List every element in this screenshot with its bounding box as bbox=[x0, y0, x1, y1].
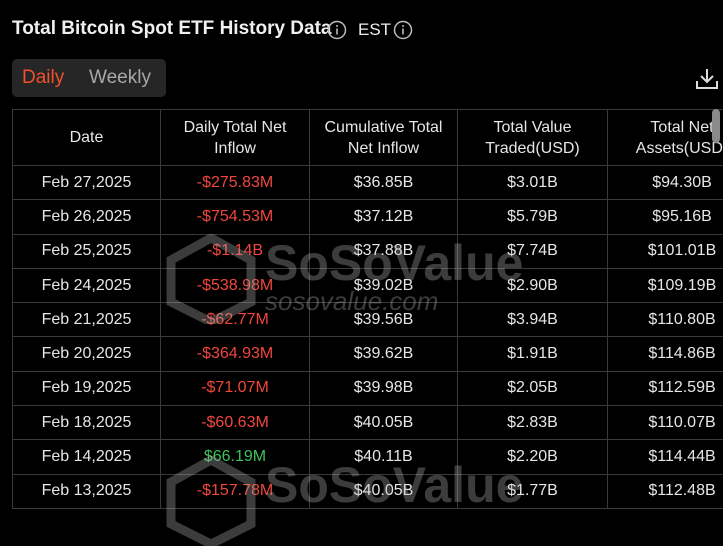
timezone[interactable]: EST bbox=[358, 20, 391, 40]
value-cell: $66.19M bbox=[161, 440, 310, 474]
table-row: Feb 14,2025$66.19M$40.11B$2.20B$114.44B bbox=[13, 440, 723, 474]
value-cell: $110.07B bbox=[608, 406, 723, 440]
value-cell: -$1.14B bbox=[161, 234, 310, 268]
column-header: Cumulative Total Net Inflow bbox=[310, 110, 458, 166]
date-cell: Feb 13,2025 bbox=[13, 474, 161, 508]
date-cell: Feb 26,2025 bbox=[13, 200, 161, 234]
value-cell: $36.85B bbox=[310, 166, 458, 200]
value-cell: $39.62B bbox=[310, 337, 458, 371]
date-cell: Feb 25,2025 bbox=[13, 234, 161, 268]
value-cell: $2.20B bbox=[458, 440, 608, 474]
date-cell: Feb 20,2025 bbox=[13, 337, 161, 371]
value-cell: $2.05B bbox=[458, 371, 608, 405]
value-cell: -$754.53M bbox=[161, 200, 310, 234]
value-cell: $7.74B bbox=[458, 234, 608, 268]
table-row: Feb 21,2025-$62.77M$39.56B$3.94B$110.80B bbox=[13, 303, 723, 337]
page-title: Total Bitcoin Spot ETF History Data bbox=[12, 18, 332, 40]
table-row: Feb 20,2025-$364.93M$39.62B$1.91B$114.86… bbox=[13, 337, 723, 371]
table-row: Feb 26,2025-$754.53M$37.12B$5.79B$95.16B bbox=[13, 200, 723, 234]
value-cell: $3.01B bbox=[458, 166, 608, 200]
value-cell: $39.56B bbox=[310, 303, 458, 337]
value-cell: -$364.93M bbox=[161, 337, 310, 371]
value-cell: $2.83B bbox=[458, 406, 608, 440]
value-cell: $95.16B bbox=[608, 200, 723, 234]
table-row: Feb 25,2025-$1.14B$37.88B$7.74B$101.01B bbox=[13, 234, 723, 268]
scrollbar[interactable] bbox=[712, 109, 720, 143]
value-cell: -$62.77M bbox=[161, 303, 310, 337]
date-cell: Feb 19,2025 bbox=[13, 371, 161, 405]
table-row: Feb 13,2025-$157.78M$40.05B$1.77B$112.48… bbox=[13, 474, 723, 508]
info-icon[interactable] bbox=[327, 20, 347, 40]
info-icon[interactable] bbox=[393, 20, 413, 40]
value-cell: $110.80B bbox=[608, 303, 723, 337]
value-cell: -$538.98M bbox=[161, 268, 310, 302]
value-cell: $37.88B bbox=[310, 234, 458, 268]
value-cell: $40.05B bbox=[310, 406, 458, 440]
date-cell: Feb 18,2025 bbox=[13, 406, 161, 440]
value-cell: $112.59B bbox=[608, 371, 723, 405]
page: Total Bitcoin Spot ETF History Data EST … bbox=[0, 0, 723, 512]
table-row: Feb 27,2025-$275.83M$36.85B$3.01B$94.30B bbox=[13, 166, 723, 200]
value-cell: -$60.63M bbox=[161, 406, 310, 440]
value-cell: $101.01B bbox=[608, 234, 723, 268]
value-cell: $39.02B bbox=[310, 268, 458, 302]
table-row: Feb 18,2025-$60.63M$40.05B$2.83B$110.07B bbox=[13, 406, 723, 440]
value-cell: $40.05B bbox=[310, 474, 458, 508]
value-cell: -$71.07M bbox=[161, 371, 310, 405]
date-cell: Feb 21,2025 bbox=[13, 303, 161, 337]
value-cell: $94.30B bbox=[608, 166, 723, 200]
value-cell: $114.44B bbox=[608, 440, 723, 474]
date-cell: Feb 27,2025 bbox=[13, 166, 161, 200]
tab-bar: Daily Weekly bbox=[12, 59, 166, 97]
value-cell: $109.19B bbox=[608, 268, 723, 302]
table-row: Feb 24,2025-$538.98M$39.02B$2.90B$109.19… bbox=[13, 268, 723, 302]
date-cell: Feb 24,2025 bbox=[13, 268, 161, 302]
value-cell: $5.79B bbox=[458, 200, 608, 234]
date-cell: Feb 14,2025 bbox=[13, 440, 161, 474]
value-cell: $114.86B bbox=[608, 337, 723, 371]
column-header: Daily Total Net Inflow bbox=[161, 110, 310, 166]
tab-daily[interactable]: Daily bbox=[22, 67, 64, 89]
value-cell: $40.11B bbox=[310, 440, 458, 474]
value-cell: -$275.83M bbox=[161, 166, 310, 200]
value-cell: $3.94B bbox=[458, 303, 608, 337]
column-header: Total Value Traded(USD) bbox=[458, 110, 608, 166]
value-cell: $2.90B bbox=[458, 268, 608, 302]
value-cell: -$157.78M bbox=[161, 474, 310, 508]
table-row: Feb 19,2025-$71.07M$39.98B$2.05B$112.59B bbox=[13, 371, 723, 405]
value-cell: $1.91B bbox=[458, 337, 608, 371]
value-cell: $1.77B bbox=[458, 474, 608, 508]
download-button[interactable] bbox=[694, 66, 720, 92]
tab-weekly[interactable]: Weekly bbox=[89, 67, 151, 89]
value-cell: $37.12B bbox=[310, 200, 458, 234]
column-header: Total Net Assets(USD) bbox=[608, 110, 723, 166]
value-cell: $39.98B bbox=[310, 371, 458, 405]
column-header: Date bbox=[13, 110, 161, 166]
value-cell: $112.48B bbox=[608, 474, 723, 508]
